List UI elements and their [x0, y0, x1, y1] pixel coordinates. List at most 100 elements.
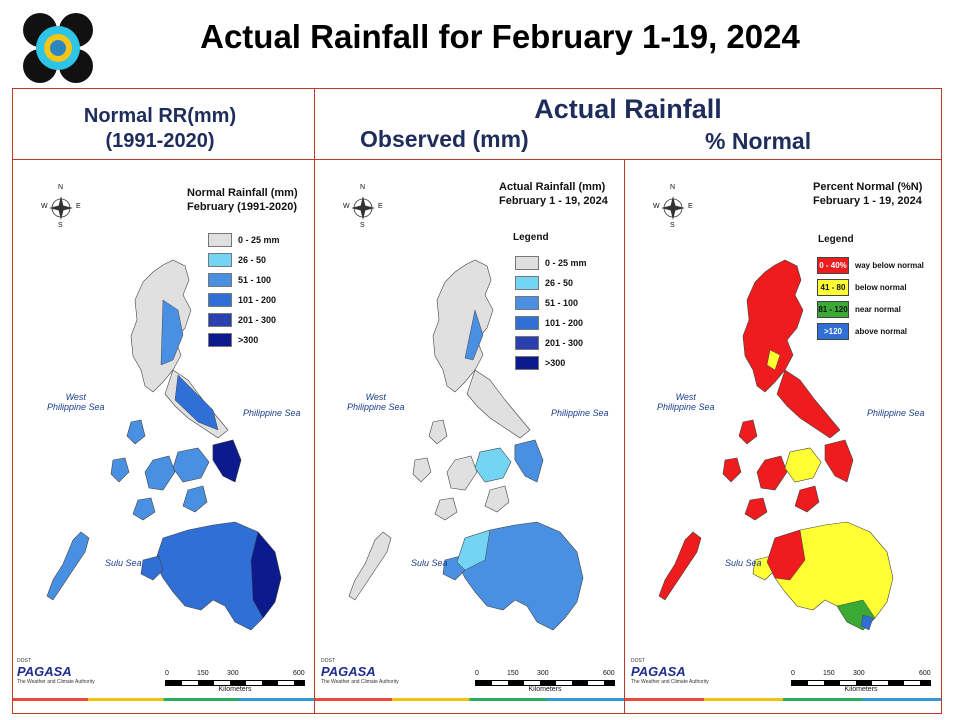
legend-item: >300 [208, 330, 280, 350]
legend-item: 201 - 300 [515, 333, 587, 353]
percent-normal-map [658, 196, 894, 631]
normal-rainfall-panel: N S W E Normal Rainfall (mm) February (1… [13, 160, 314, 713]
dost-label: DOST [321, 658, 335, 664]
legend-item: 81 - 120 near normal [817, 298, 924, 320]
sea-label-line2: Philippine Sea [47, 402, 105, 412]
normal-header-period: (1991-2020) [105, 130, 215, 152]
scale-bar: 0 150 300 600 Kilometers [475, 670, 615, 693]
palawan-region [658, 419, 758, 601]
legend-swatch [208, 313, 232, 327]
normal-map-title: Normal Rainfall (mm) February (1991-2020… [187, 186, 298, 214]
page-title: Actual Rainfall for February 1-19, 2024 [200, 18, 800, 55]
legend-swatch: 0 - 40% [817, 256, 849, 274]
sea-label-line2: Philippine Sea [347, 402, 405, 412]
west-philippine-sea-label: West Philippine Sea [657, 392, 715, 412]
legend-item: 201 - 300 [208, 310, 280, 330]
legend-item: 0 - 25 mm [515, 253, 587, 273]
scale-tick: 0 [791, 670, 795, 677]
observed-map-title-line2: February 1 - 19, 2024 [499, 195, 608, 207]
legend-label: 201 - 300 [545, 338, 584, 348]
observed-rainfall-map [348, 196, 584, 631]
normal-header: Normal RR(mm) (1991-2020) [20, 104, 300, 154]
compass-west: W [41, 203, 48, 210]
scale-tick: 600 [293, 670, 305, 677]
philippine-sea-label: Philippine Sea [243, 408, 301, 418]
normal-legend: 0 - 25 mm 26 - 50 51 - 100 101 - 200 201… [208, 230, 280, 350]
panel-divider [624, 159, 625, 714]
legend-label: 51 - 100 [238, 275, 272, 285]
legend-item: 51 - 100 [515, 293, 587, 313]
legend-label: 101 - 200 [238, 295, 277, 305]
sea-label-line2: Philippine Sea [657, 402, 715, 412]
footer-color-bar [13, 698, 314, 701]
legend-label: >300 [238, 335, 259, 345]
scale-graphic [475, 680, 615, 686]
legend-swatch: >120 [817, 322, 849, 340]
legend-label: 0 - 25 mm [545, 258, 587, 268]
dost-label: DOST [17, 658, 31, 664]
normal-rainfall-map [46, 196, 282, 631]
philippine-sea-label: Philippine Sea [867, 408, 925, 418]
compass-south: S [670, 222, 675, 229]
percent-header: % Normal [705, 128, 812, 154]
legend-item: 26 - 50 [208, 250, 280, 270]
legend-swatch [208, 273, 232, 287]
sulu-sea-label: Sulu Sea [105, 558, 142, 568]
observed-legend-title: Legend [513, 232, 549, 243]
legend-swatch [515, 256, 539, 270]
dost-label: DOST [631, 658, 645, 664]
actual-header: Actual Rainfall [534, 94, 722, 124]
pagasa-branding: DOST PAGASA The Weather and Climate Auth… [17, 658, 95, 685]
mindanao-region [442, 521, 584, 631]
scale-tick: 150 [197, 670, 209, 677]
legend-item: 101 - 200 [515, 313, 587, 333]
luzon-wet-zone [160, 299, 184, 366]
percent-legend-title: Legend [818, 234, 854, 245]
legend-label: 51 - 100 [545, 298, 579, 308]
normal-header-label: Normal RR(mm) [83, 105, 237, 127]
palawan-region [348, 419, 448, 601]
compass-north: N [670, 184, 676, 191]
scale-ticks: 0 150 300 600 [475, 670, 615, 680]
pagasa-tagline: The Weather and Climate Authority [321, 679, 399, 685]
legend-item: 26 - 50 [515, 273, 587, 293]
scale-tick: 300 [537, 670, 549, 677]
palawan-region [46, 419, 146, 601]
observed-legend: 0 - 25 mm 26 - 50 51 - 100 101 - 200 201… [515, 253, 587, 373]
legend-swatch [208, 253, 232, 267]
legend-swatch [208, 333, 232, 347]
legend-item: 0 - 40% way below normal [817, 254, 924, 276]
legend-swatch [515, 276, 539, 290]
header-divider [12, 159, 942, 160]
legend-item: 41 - 80 below normal [817, 276, 924, 298]
observed-map-title-line1: Actual Rainfall (mm) [499, 181, 606, 193]
normal-map-title-line2: February (1991-2020) [187, 201, 298, 213]
percent-map-title-line2: February 1 - 19, 2024 [813, 195, 922, 207]
percent-map-title-line1: Percent Normal (%N) [813, 181, 923, 193]
observed-rainfall-panel: N S W E Actual Rainfall (mm) February 1 … [315, 160, 624, 713]
scale-tick: 150 [507, 670, 519, 677]
philippine-sea-label: Philippine Sea [551, 408, 609, 418]
compass-north: N [360, 184, 366, 191]
legend-item: 0 - 25 mm [208, 230, 280, 250]
legend-swatch [208, 233, 232, 247]
compass-icon [49, 196, 73, 220]
legend-swatch: 81 - 120 [817, 300, 849, 318]
scale-unit: Kilometers [528, 686, 562, 693]
percent-map-title: Percent Normal (%N) February 1 - 19, 202… [813, 180, 922, 208]
legend-swatch [515, 316, 539, 330]
legend-swatch [515, 296, 539, 310]
legend-swatch [515, 336, 539, 350]
scale-graphic [165, 680, 305, 686]
legend-label: near normal [855, 304, 901, 314]
legend-label: 26 - 50 [545, 278, 574, 288]
panel-divider-left [314, 159, 315, 714]
compass-east: E [378, 203, 383, 210]
compass-east: E [688, 203, 693, 210]
legend-label: 26 - 50 [238, 255, 267, 265]
legend-label: 101 - 200 [545, 318, 584, 328]
compass-south: S [360, 222, 365, 229]
map-frame [12, 88, 942, 714]
legend-swatch [208, 293, 232, 307]
observed-header: Observed (mm) [360, 126, 529, 152]
